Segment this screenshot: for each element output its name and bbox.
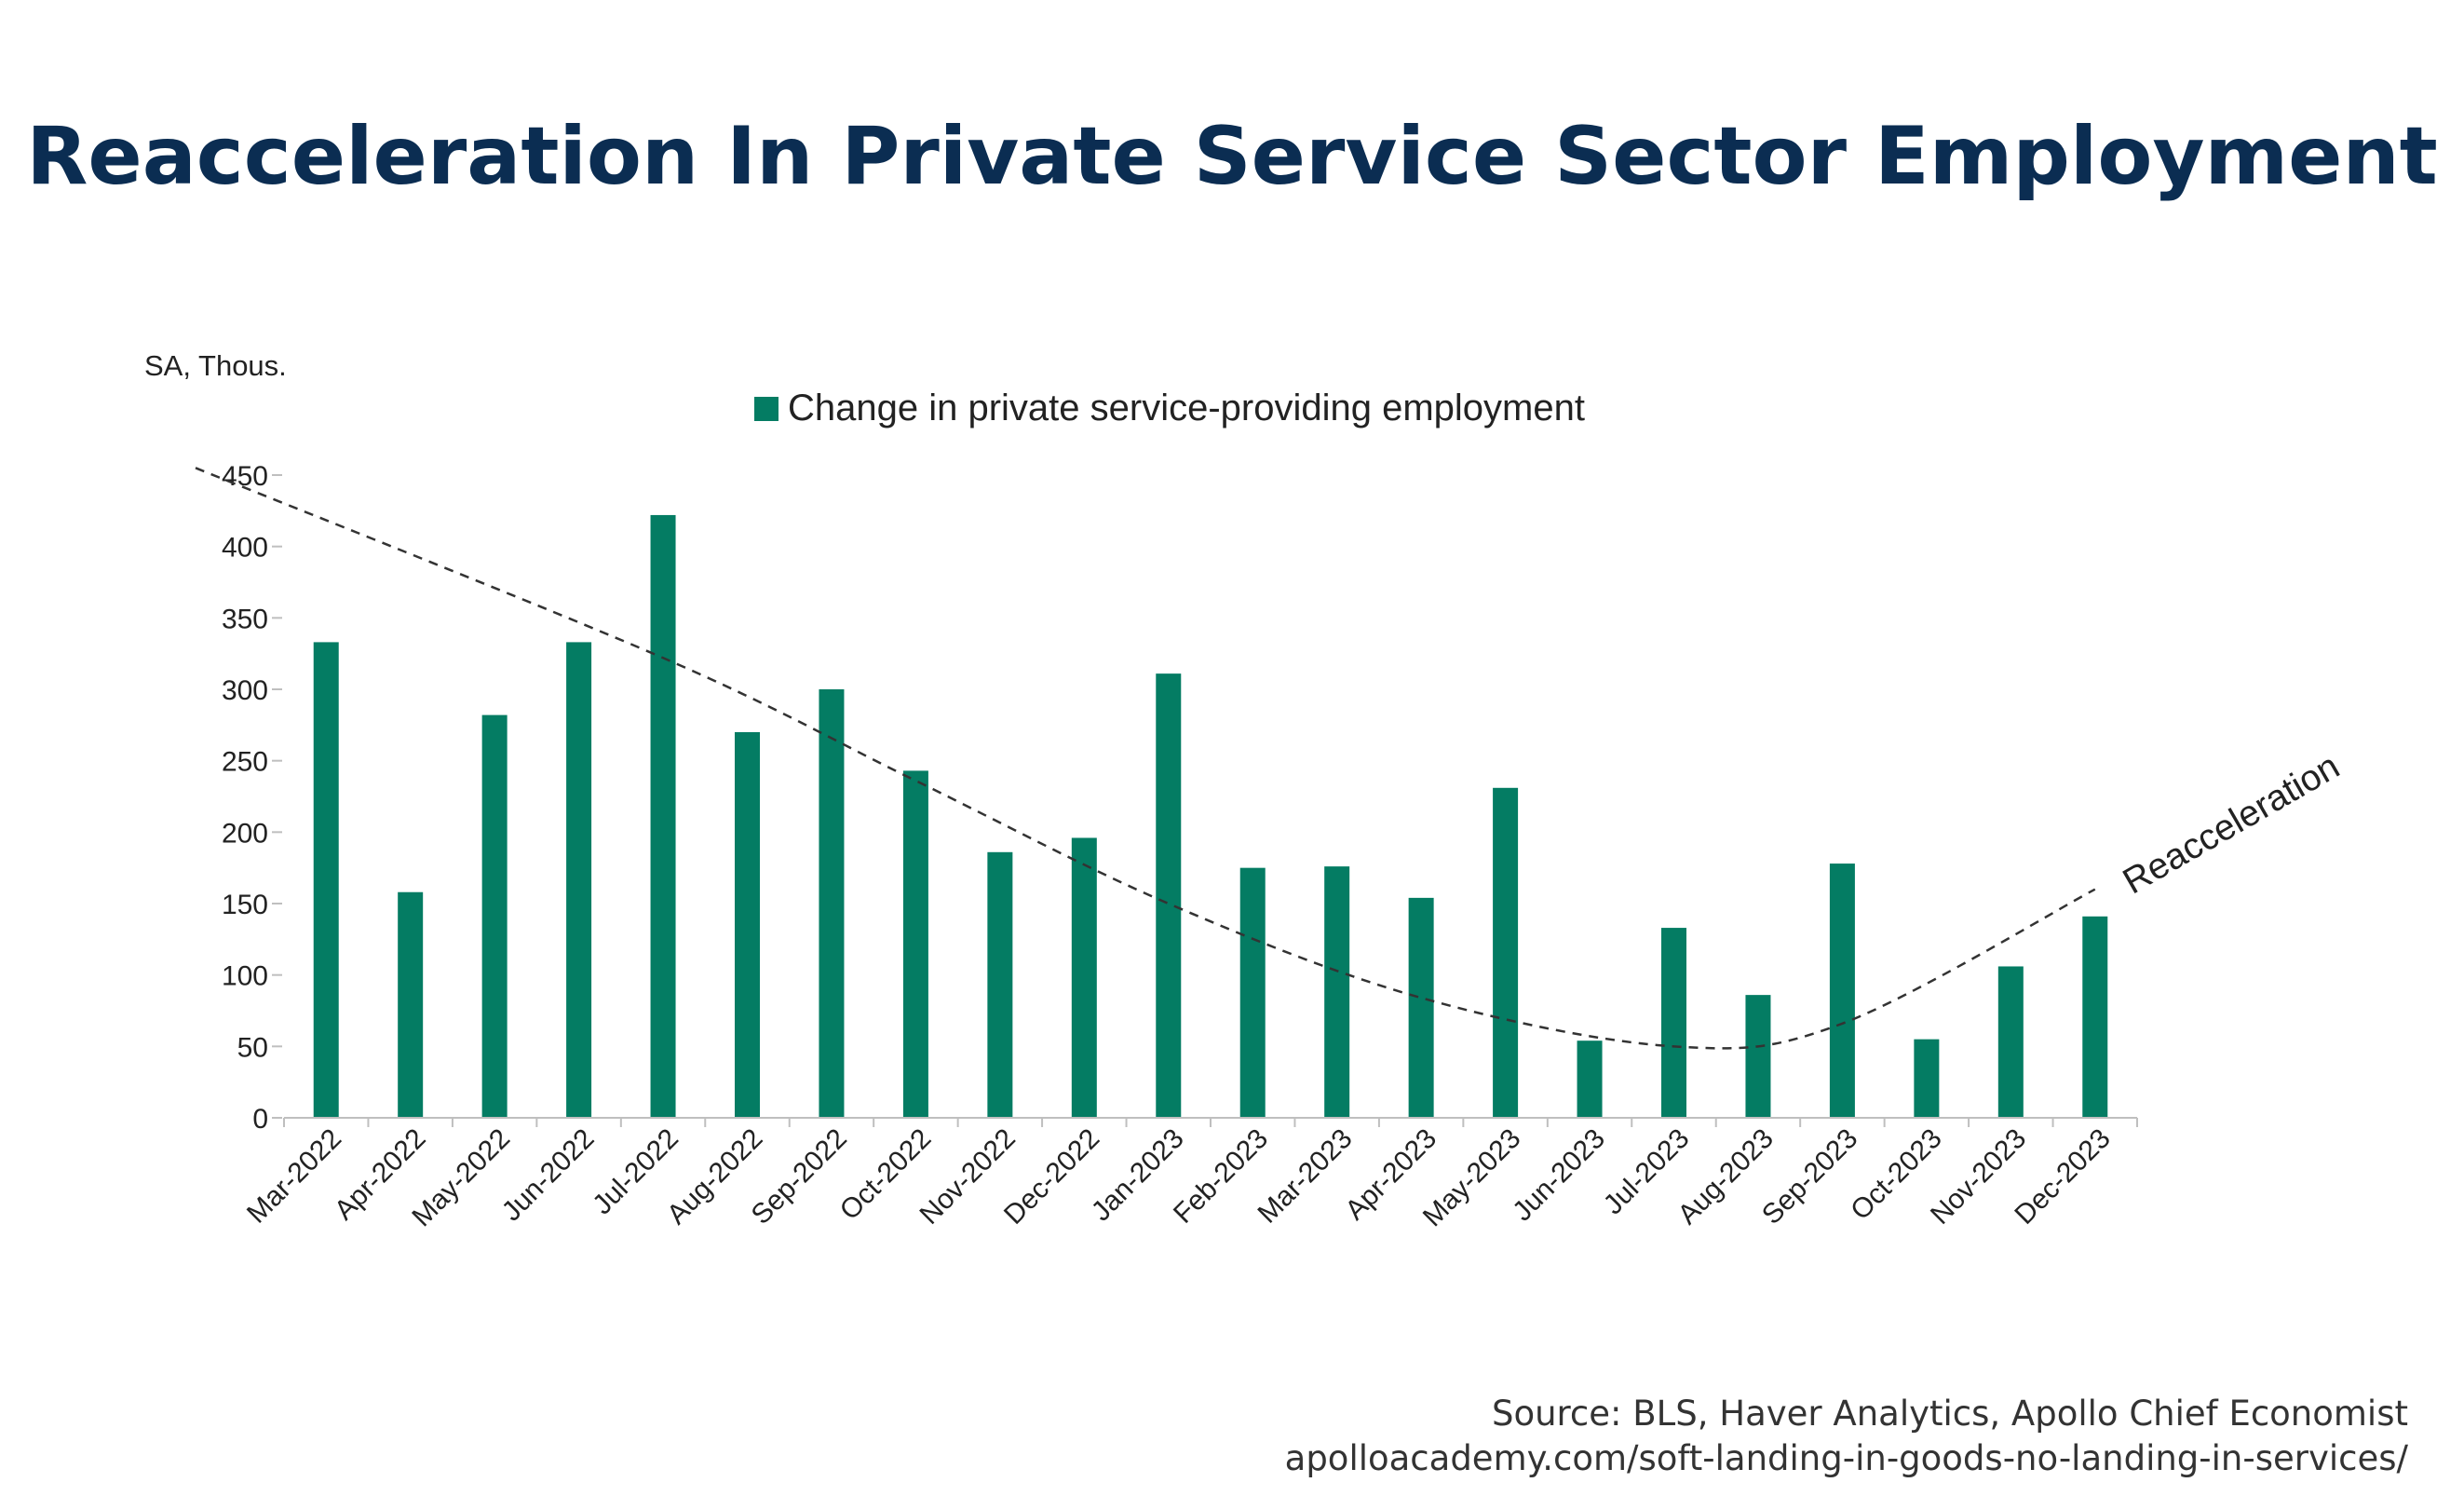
bar-chart: SA, Thous. Change in private service-pro…: [144, 349, 2347, 1232]
x-tick-label: Jun-2022: [496, 1123, 601, 1228]
source-line: Source: BLS, Haver Analytics, Apollo Chi…: [1491, 1394, 2408, 1434]
y-tick-label: 400: [222, 533, 268, 564]
bar: [1829, 864, 1855, 1118]
y-tick-label: 200: [222, 818, 268, 849]
y-tick-label: 100: [222, 961, 268, 992]
bar: [902, 770, 928, 1118]
bar: [1156, 673, 1182, 1118]
bar: [1997, 966, 2024, 1118]
bar: [398, 891, 424, 1118]
trend-curve-label: Reacceleration: [2117, 746, 2347, 902]
bar: [819, 689, 845, 1118]
bar: [1914, 1039, 1940, 1118]
x-axis: Mar-2022Apr-2022May-2022Jun-2022Jul-2022…: [241, 1117, 2138, 1232]
y-tick-label: 150: [222, 890, 268, 920]
bar: [987, 851, 1013, 1118]
trend-curve: [195, 467, 2096, 1050]
bar: [1493, 787, 1519, 1118]
bar: [1239, 867, 1266, 1118]
x-tick-label: Mar-2022: [241, 1123, 347, 1230]
source-url: apolloacademy.com/soft-landing-in-goods-…: [1284, 1438, 2408, 1478]
bar: [1661, 928, 1686, 1118]
y-axis-unit-label: SA, Thous.: [144, 349, 287, 382]
bar: [2082, 916, 2108, 1118]
bar: [313, 642, 339, 1118]
y-tick-label: 350: [222, 604, 268, 634]
x-tick-label: Jun-2023: [1507, 1123, 1611, 1228]
bar: [735, 732, 760, 1118]
bar: [1324, 866, 1350, 1118]
legend-swatch: [754, 397, 778, 421]
bar: [1408, 897, 1434, 1118]
bar: [1745, 995, 1771, 1118]
y-tick-label: 0: [252, 1104, 268, 1135]
y-tick-label: 250: [222, 747, 268, 778]
bar: [1577, 1040, 1603, 1118]
legend-label: Change in private service-providing empl…: [788, 388, 1585, 428]
bars: [313, 514, 2108, 1118]
bar: [566, 642, 592, 1118]
bar: [650, 514, 676, 1118]
chart-title: Reacceleration In Private Service Sector…: [26, 110, 2438, 203]
legend: Change in private service-providing empl…: [754, 388, 1585, 428]
source-note: Source: BLS, Haver Analytics, Apollo Chi…: [1285, 1392, 2408, 1481]
bar: [1071, 837, 1097, 1118]
y-tick-label: 300: [222, 675, 268, 706]
y-tick-label: 50: [237, 1032, 268, 1063]
bar: [481, 714, 508, 1118]
